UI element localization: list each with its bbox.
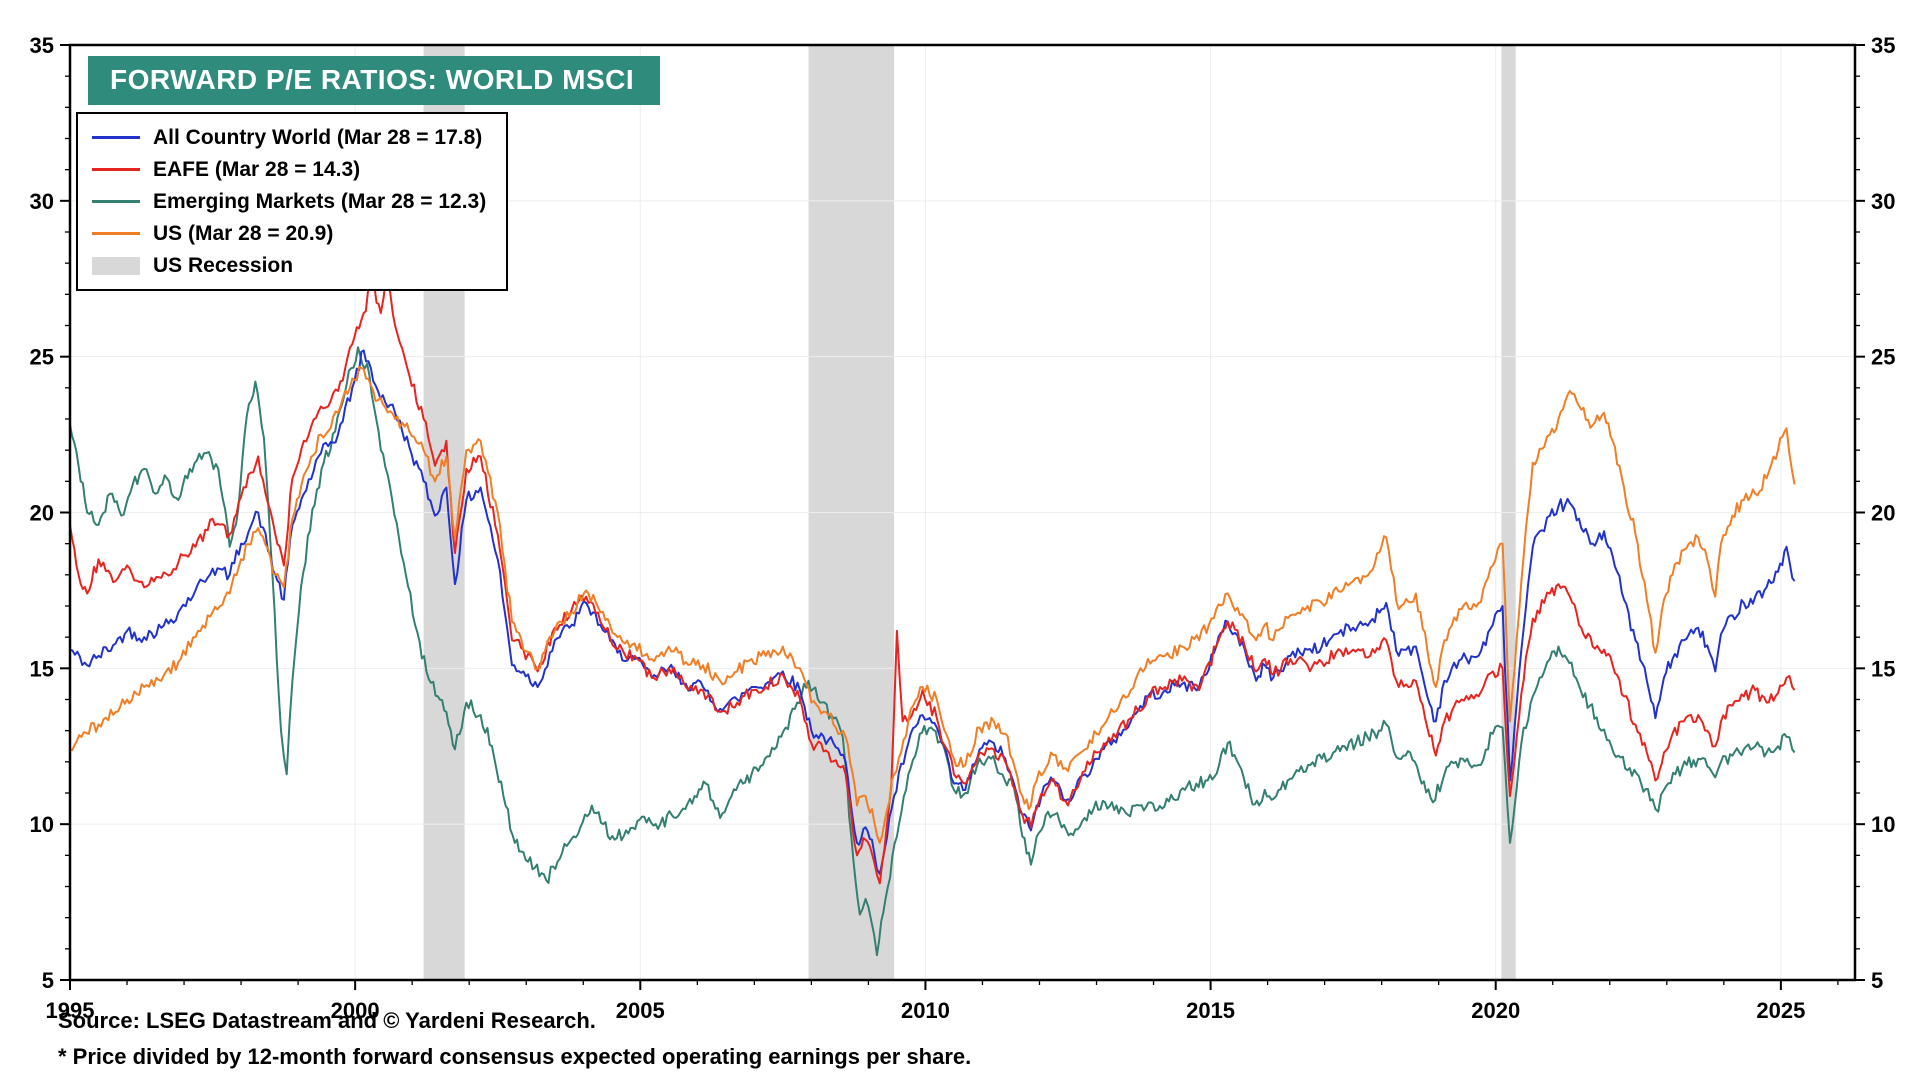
y-axis-label-left: 5 [42, 968, 54, 993]
y-axis-label-right: 30 [1871, 189, 1895, 214]
y-axis-label-left: 30 [30, 189, 54, 214]
legend-label-us: US (Mar 28 = 20.9) [153, 221, 334, 245]
x-axis-label: 2000 [331, 998, 380, 1023]
legend-item-us-recession: US Recession [92, 252, 486, 279]
all-country-world-line-swatch [92, 136, 140, 139]
x-axis-label: 2015 [1186, 998, 1235, 1023]
y-axis-label-right: 25 [1871, 345, 1895, 370]
x-axis-label: 2025 [1756, 998, 1805, 1023]
y-axis-label-left: 15 [30, 656, 54, 681]
us-line-swatch [92, 232, 140, 235]
y-axis-label-left: 10 [30, 812, 54, 837]
y-axis-label-right: 5 [1871, 968, 1883, 993]
y-axis-label-left: 20 [30, 501, 54, 526]
legend-label-us-recession: US Recession [153, 253, 294, 277]
x-axis-label: 2010 [901, 998, 950, 1023]
series-line-emerging-markets [69, 346, 1796, 957]
source-note: Source: LSEG Datastream and © Yardeni Re… [58, 1008, 596, 1033]
series-line-us [69, 365, 1796, 844]
legend-item-us: US (Mar 28 = 20.9) [92, 220, 486, 247]
us-recession-swatch [92, 256, 140, 275]
chart-title-badge: FORWARD P/E RATIOS: WORLD MSCI [88, 56, 661, 105]
y-axis-label-right: 20 [1871, 501, 1895, 526]
legend-item-eafe: EAFE (Mar 28 = 14.3) [92, 156, 486, 183]
footnote: * Price divided by 12-month forward cons… [58, 1044, 972, 1069]
legend-label-all-country-world: All Country World (Mar 28 = 17.8) [153, 125, 483, 149]
legend-item-emerging-markets: Emerging Markets (Mar 28 = 12.3) [92, 188, 486, 215]
y-axis-label-right: 35 [1871, 33, 1895, 58]
x-axis-label: 1995 [46, 998, 95, 1023]
x-axis-label: 2005 [616, 998, 665, 1023]
legend-label-emerging-markets: Emerging Markets (Mar 28 = 12.3) [153, 189, 487, 213]
y-axis-label-left: 35 [30, 33, 54, 58]
emerging-markets-line-swatch [92, 200, 140, 203]
y-axis-label-right: 15 [1871, 656, 1895, 681]
y-axis-label-right: 10 [1871, 812, 1895, 837]
eafe-line-swatch [92, 168, 140, 171]
legend-label-eafe: EAFE (Mar 28 = 14.3) [153, 157, 361, 181]
legend-item-all-country-world: All Country World (Mar 28 = 17.8) [92, 124, 486, 151]
legend: All Country World (Mar 28 = 17.8) EAFE (… [76, 112, 509, 291]
series-line-all-country-world [69, 349, 1796, 876]
x-axis-label: 2020 [1471, 998, 1520, 1023]
y-axis-label-left: 25 [30, 345, 54, 370]
series-line-eafe [69, 268, 1796, 885]
chart-title: FORWARD P/E RATIOS: WORLD MSCI [110, 64, 635, 95]
